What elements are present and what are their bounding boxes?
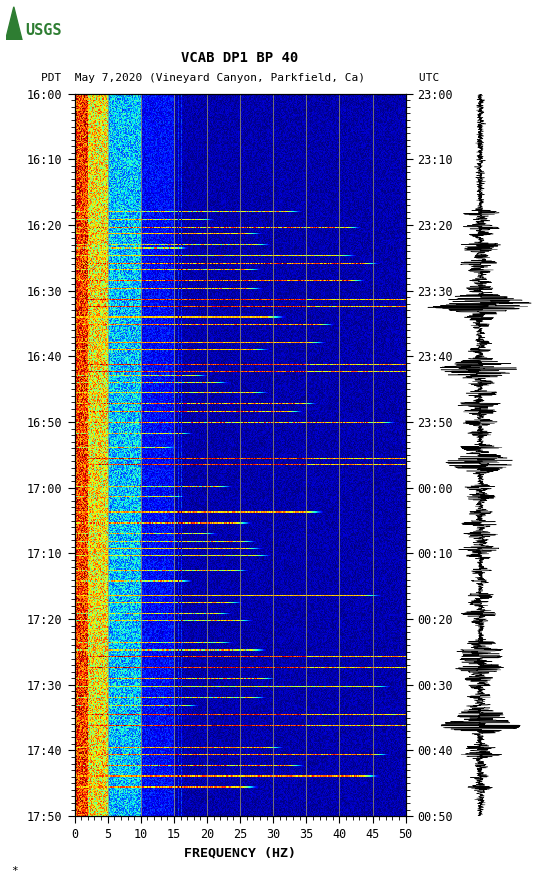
Text: *: * xyxy=(11,866,18,876)
Text: PDT  May 7,2020 (Vineyard Canyon, Parkfield, Ca)        UTC: PDT May 7,2020 (Vineyard Canyon, Parkfie… xyxy=(41,73,439,84)
Text: USGS: USGS xyxy=(25,23,62,38)
Text: VCAB DP1 BP 40: VCAB DP1 BP 40 xyxy=(182,51,299,65)
Polygon shape xyxy=(6,7,22,40)
X-axis label: FREQUENCY (HZ): FREQUENCY (HZ) xyxy=(184,847,296,860)
